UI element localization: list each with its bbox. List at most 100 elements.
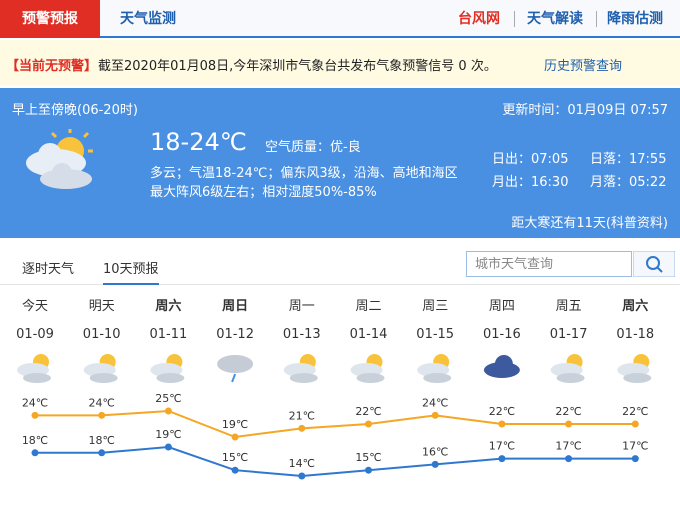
weather-icon	[483, 355, 520, 378]
temp-line	[35, 445, 636, 478]
nav-link[interactable]: 降雨估测	[607, 11, 663, 27]
today-panel: 早上至傍晚(06-20时) 更新时间：01月09日 07:57 18-24℃ 空…	[0, 88, 680, 238]
temp-label: 21℃	[289, 409, 315, 422]
temp-point	[98, 411, 106, 419]
nav-tab[interactable]: 天气监测	[120, 11, 176, 27]
weather-icon	[550, 354, 585, 383]
search-button[interactable]	[633, 251, 675, 277]
temp-point	[631, 420, 639, 428]
temp-point	[365, 466, 372, 474]
date: 01-10	[83, 327, 121, 342]
temp-point	[298, 424, 306, 432]
temp-label: 18℃	[89, 434, 115, 447]
temp-label: 25℃	[155, 392, 181, 405]
date: 01-09	[16, 327, 54, 342]
day-name: 明天	[89, 299, 115, 314]
temp-point	[565, 420, 573, 428]
temp-label: 19℃	[155, 428, 181, 441]
temp-point	[98, 449, 106, 457]
temp-label: 22℃	[355, 405, 381, 418]
nav-bar: 预警预报 天气监测 台风网 天气解读 降雨估测	[0, 0, 680, 38]
cloud	[423, 373, 452, 383]
temp-label: 15℃	[355, 451, 381, 464]
temp-point	[31, 449, 39, 457]
cloud	[623, 373, 652, 383]
temp-label: 24℃	[22, 396, 48, 409]
date: 01-15	[416, 327, 454, 342]
temp-point	[298, 472, 306, 480]
temp-label: 14℃	[289, 457, 315, 470]
date: 01-13	[283, 327, 321, 342]
temp-point	[565, 455, 573, 463]
date: 01-17	[550, 327, 588, 342]
temp-point	[631, 455, 639, 463]
day-name: 周一	[289, 299, 315, 314]
temp-label: 22℃	[555, 405, 581, 418]
cloud	[494, 355, 513, 373]
nav-link[interactable]: 台风网	[458, 11, 500, 27]
temp-point	[31, 411, 39, 419]
temp-point	[431, 460, 439, 468]
date: 01-14	[350, 327, 388, 342]
rain	[231, 373, 237, 383]
tab-active[interactable]: 10天预报	[103, 258, 159, 285]
description: 多云；气温18-24℃；偏东风3级，沿海、高地和海区	[150, 166, 458, 181]
temp-label: 15℃	[222, 451, 248, 464]
day-name: 周四	[489, 299, 515, 314]
sunset: 日落：17:55	[590, 152, 667, 167]
nav-tab-active[interactable]: 预警预报	[0, 0, 100, 38]
date: 01-18	[616, 327, 654, 342]
moonrise: 月出：16:30	[492, 175, 569, 190]
day-name: 周六	[155, 298, 181, 314]
temp-label: 24℃	[422, 396, 448, 409]
forecast: 今天 01-09 明天 01-10 周六 01-11 周日 01-12 周一 01-13 周二 01-…	[16, 298, 654, 480]
date: 01-12	[216, 327, 254, 342]
temp-point	[498, 420, 506, 428]
solar-term[interactable]: 距大寒还有11天(科普资料)	[511, 216, 668, 231]
temp-point	[431, 411, 439, 419]
day-name: 周二	[355, 299, 381, 314]
temperature: 18-24℃	[150, 128, 247, 156]
tab-bar: 逐时天气 10天预报 城市天气查询	[0, 240, 680, 285]
temp-point	[231, 433, 239, 441]
temp-label: 18℃	[22, 434, 48, 447]
temp-label: 22℃	[622, 405, 648, 418]
warning-link[interactable]: 历史预警查询	[544, 59, 623, 74]
search-input[interactable]: 城市天气查询	[466, 251, 632, 277]
temp-line	[35, 409, 636, 439]
temp-label: 16℃	[422, 445, 448, 458]
moonset: 月落：05:22	[590, 175, 667, 190]
air-quality: 空气质量：优-良	[265, 140, 361, 155]
cloud	[217, 355, 254, 373]
cloud	[23, 373, 51, 383]
temp-label: 17℃	[555, 440, 581, 453]
temp-point	[164, 443, 172, 451]
cloud	[356, 373, 385, 383]
day-name: 今天	[22, 298, 48, 314]
warning-bar: 【当前无预警】 截至2020年01月08日,今年深圳市气象台共发布气象预警信号 …	[0, 40, 680, 86]
temp-label: 22℃	[489, 405, 515, 418]
date: 01-11	[150, 327, 188, 342]
nav-link[interactable]: 天气解读	[527, 11, 583, 27]
period: 早上至傍晚(06-20时)	[12, 103, 138, 118]
temp-label: 17℃	[622, 440, 648, 453]
separator	[514, 11, 515, 27]
weather-icon	[217, 355, 254, 383]
weather-icon	[283, 354, 318, 383]
weather-icon	[150, 354, 185, 383]
weather-icon	[617, 354, 652, 383]
day-name: 周五	[556, 299, 582, 314]
weather-icon	[26, 129, 93, 189]
cloud	[289, 373, 318, 383]
description: 最大阵风6级左右；相对湿度50%-85%	[150, 185, 377, 200]
date: 01-16	[483, 327, 521, 342]
separator	[596, 11, 597, 27]
updated-time: 更新时间：01月09日 07:57	[502, 103, 668, 118]
cloud	[89, 373, 118, 383]
warning-text: 截至2020年01月08日,今年深圳市气象台共发布气象预警信号 0 次。	[98, 59, 497, 74]
tab[interactable]: 逐时天气	[22, 262, 75, 277]
cloud	[556, 373, 585, 383]
weather-icon	[350, 354, 385, 383]
temp-label: 24℃	[89, 396, 115, 409]
